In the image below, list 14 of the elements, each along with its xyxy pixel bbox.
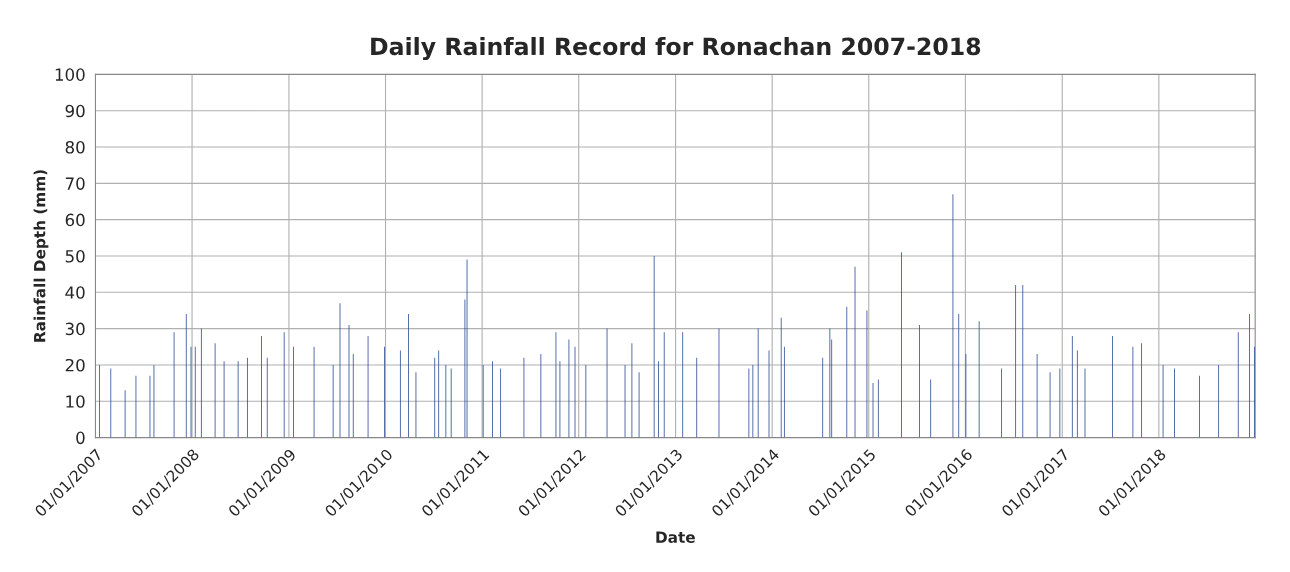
chart-title: Daily Rainfall Record for Ronachan 2007-2018 xyxy=(371,36,981,61)
y-tick-label: 100 xyxy=(55,68,85,81)
x-axis-title: Date xyxy=(656,531,695,543)
y-tick-label: 0 xyxy=(76,431,85,445)
y-tick-label: 80 xyxy=(65,140,85,154)
y-tick-label: 20 xyxy=(65,358,85,372)
y-axis-title: Rainfall Depth (mm) xyxy=(33,170,49,342)
y-tick-label: 10 xyxy=(66,395,85,408)
y-tick-label: 60 xyxy=(65,213,85,227)
y-tick-label: 40 xyxy=(65,286,85,299)
y-tick-label: 50 xyxy=(65,249,85,263)
y-tick-label: 90 xyxy=(65,104,85,118)
y-tick-label: 30 xyxy=(65,322,85,336)
y-tick-label: 70 xyxy=(65,177,85,190)
